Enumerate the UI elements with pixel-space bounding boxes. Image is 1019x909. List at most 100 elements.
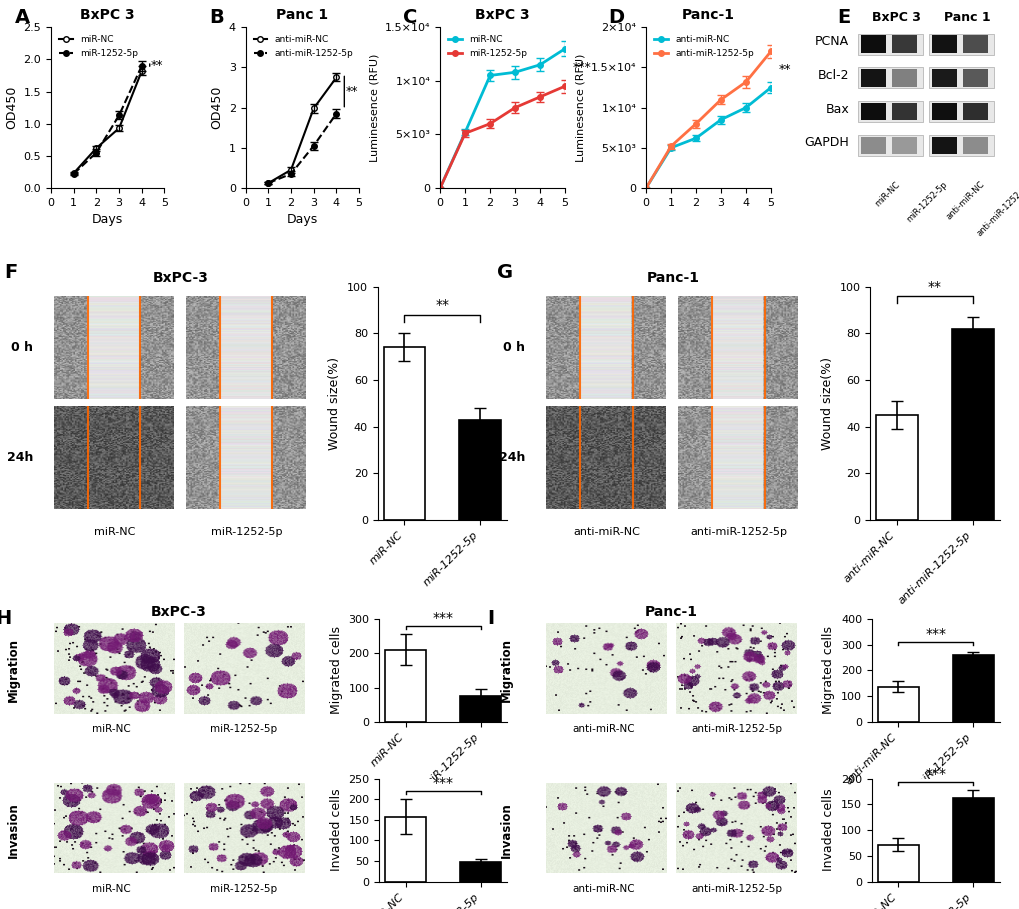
anti-miR-NC — [689, 133, 701, 144]
Bar — [875, 415, 917, 520]
Y-axis label: Invaded cells: Invaded cells — [329, 789, 342, 872]
Bar — [962, 136, 986, 155]
miR-NC — [533, 59, 545, 70]
Bar — [876, 686, 918, 722]
anti-miR-NC — [284, 165, 297, 175]
miR-1252-5p — [459, 128, 471, 139]
Text: miR-NC: miR-NC — [94, 527, 135, 537]
anti-miR-NC — [262, 177, 274, 188]
Legend: miR-NC, miR-1252-5p: miR-NC, miR-1252-5p — [55, 32, 142, 62]
Bar — [930, 69, 956, 86]
Text: Bcl-2: Bcl-2 — [817, 69, 848, 82]
Text: ***: *** — [924, 766, 946, 781]
miR-1252-5p — [508, 102, 521, 113]
Bar — [459, 420, 500, 520]
Text: F: F — [4, 264, 17, 282]
Text: **: ** — [151, 59, 163, 72]
Title: BxPC-3: BxPC-3 — [151, 604, 207, 619]
anti-miR-NC — [308, 103, 320, 114]
Text: **: ** — [777, 63, 790, 76]
anti-miR-NC — [714, 115, 727, 125]
Line: miR-NC: miR-NC — [71, 68, 145, 176]
Text: anti-miR-NC: anti-miR-NC — [572, 724, 634, 734]
miR-1252-5p — [136, 60, 148, 71]
X-axis label: Days: Days — [92, 214, 123, 226]
Bar — [860, 35, 886, 53]
Bar — [891, 136, 916, 155]
Y-axis label: Migrated cells: Migrated cells — [329, 626, 342, 714]
Line: anti-miR-1252-5p: anti-miR-1252-5p — [643, 48, 773, 191]
Text: Panc 1: Panc 1 — [943, 11, 989, 24]
Bar — [930, 136, 956, 155]
miR-NC — [484, 70, 496, 81]
Text: ***: *** — [572, 61, 591, 74]
Title: Panc-1: Panc-1 — [682, 8, 735, 22]
Line: miR-NC: miR-NC — [437, 46, 568, 191]
miR-1252-5p — [533, 92, 545, 103]
Title: Panc-1: Panc-1 — [646, 272, 699, 285]
Text: miR-NC: miR-NC — [92, 724, 130, 734]
Title: BxPC 3: BxPC 3 — [81, 8, 135, 22]
Text: H: H — [0, 608, 11, 627]
Bar — [930, 35, 956, 53]
Text: Bax: Bax — [824, 103, 848, 115]
anti-miR-1252-5p — [739, 76, 751, 87]
anti-miR-NC — [639, 183, 651, 194]
miR-NC — [558, 44, 571, 55]
Bar — [876, 844, 918, 882]
anti-miR-1252-5p — [639, 183, 651, 194]
Legend: miR-NC, miR-1252-5p: miR-NC, miR-1252-5p — [444, 32, 530, 62]
Bar — [860, 69, 886, 86]
anti-miR-NC — [664, 143, 677, 154]
anti-miR-NC — [330, 72, 342, 83]
Y-axis label: Wound size(%): Wound size(%) — [328, 357, 341, 450]
Text: anti-miR-1252-5p: anti-miR-1252-5p — [690, 884, 782, 894]
miR-1252-5p — [67, 168, 79, 179]
Bar — [385, 650, 426, 722]
Bar — [891, 35, 916, 53]
Bar — [928, 67, 993, 88]
anti-miR-NC — [764, 82, 776, 93]
Text: A: A — [14, 8, 30, 27]
miR-NC — [459, 126, 471, 137]
Text: PCNA: PCNA — [814, 35, 848, 48]
Bar — [857, 135, 922, 155]
Y-axis label: Luminesence (RFU): Luminesence (RFU) — [575, 54, 585, 162]
miR-1252-5p — [113, 110, 125, 121]
Text: ***: *** — [432, 776, 453, 790]
Text: Invasion: Invasion — [7, 803, 20, 858]
Text: E: E — [837, 8, 850, 27]
Text: anti-miR-1252-5p: anti-miR-1252-5p — [690, 527, 787, 537]
Bar — [928, 101, 993, 122]
Text: anti-miR-NC: anti-miR-NC — [573, 527, 640, 537]
Y-axis label: Wound size(%): Wound size(%) — [820, 357, 834, 450]
anti-miR-NC — [739, 102, 751, 113]
Bar — [962, 103, 986, 121]
miR-1252-5p — [484, 118, 496, 129]
miR-NC — [90, 143, 102, 154]
Text: GAPDH: GAPDH — [804, 136, 848, 149]
Text: miR-NC: miR-NC — [92, 884, 130, 894]
Text: B: B — [209, 8, 224, 27]
Legend: anti-miR-NC, anti-miR-1252-5p: anti-miR-NC, anti-miR-1252-5p — [650, 32, 757, 62]
Bar — [460, 863, 500, 882]
anti-miR-1252-5p — [308, 140, 320, 151]
Bar — [857, 34, 922, 55]
X-axis label: Days: Days — [286, 214, 318, 226]
anti-miR-1252-5p — [262, 177, 274, 188]
miR-1252-5p — [558, 81, 571, 92]
Text: 0 h: 0 h — [503, 341, 525, 354]
Title: BxPC-3: BxPC-3 — [152, 272, 208, 285]
miR-NC — [136, 65, 148, 76]
Text: **: ** — [345, 85, 358, 98]
Bar — [460, 696, 500, 722]
Text: anti-miR-1252-5p: anti-miR-1252-5p — [690, 724, 782, 734]
Text: ***: *** — [432, 611, 453, 625]
Bar — [952, 655, 993, 722]
miR-NC — [113, 123, 125, 134]
Bar — [857, 67, 922, 88]
Title: BxPC 3: BxPC 3 — [475, 8, 530, 22]
miR-1252-5p — [434, 183, 446, 194]
Bar — [962, 69, 986, 86]
miR-NC — [434, 183, 446, 194]
